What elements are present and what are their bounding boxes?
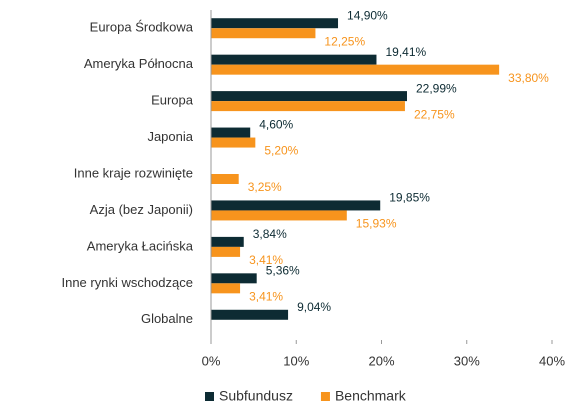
y-tick-label: Inne rynki wschodzące (61, 275, 193, 290)
value-label: 15,93% (356, 217, 397, 231)
value-label: 5,36% (266, 264, 300, 278)
bar (211, 283, 241, 294)
bar (211, 137, 256, 148)
x-tick-label: 20% (368, 353, 394, 368)
bar (211, 54, 377, 65)
bar (211, 174, 239, 184)
legend-label: Subfundusz (219, 388, 293, 404)
value-label: 19,41% (385, 45, 426, 59)
bar (211, 236, 244, 247)
value-label: 33,80% (508, 71, 549, 85)
value-label: 19,85% (389, 191, 430, 205)
bar (211, 64, 500, 75)
value-label: 4,60% (259, 118, 293, 132)
value-label: 9,04% (297, 300, 331, 314)
bar (211, 18, 339, 29)
value-label: 12,25% (324, 34, 365, 48)
y-tick-label: Europa Środkowa (90, 20, 194, 35)
value-label: 3,84% (253, 227, 287, 241)
y-tick-label: Azja (bez Japonii) (90, 202, 193, 217)
bar (211, 101, 405, 112)
y-tick-label: Inne kraje rozwinięte (74, 165, 193, 180)
x-tick-label: 0% (202, 353, 221, 368)
bar (211, 127, 251, 138)
legend-swatch (205, 392, 214, 401)
bar (211, 273, 257, 284)
bar (211, 246, 241, 257)
value-label: 3,41% (249, 253, 283, 267)
value-label: 5,20% (264, 144, 298, 158)
bar (211, 28, 316, 39)
bar (211, 210, 347, 221)
x-tick-label: 30% (454, 353, 480, 368)
y-tick-label: Ameryka Łacińska (87, 238, 194, 253)
bar (211, 200, 381, 211)
y-tick-label: Japonia (147, 129, 193, 144)
x-tick-label: 10% (283, 353, 309, 368)
y-tick-label: Globalne (141, 311, 193, 326)
value-label: 22,99% (416, 81, 457, 95)
value-label: 3,41% (249, 290, 283, 304)
bar (211, 91, 407, 102)
x-tick-label: 40% (539, 353, 565, 368)
y-tick-label: Ameryka Północna (84, 56, 194, 71)
value-label: 14,90% (347, 8, 388, 22)
y-tick-label: Europa (151, 93, 194, 108)
value-label: 22,75% (414, 107, 455, 121)
bar (211, 309, 289, 320)
value-label: 3,25% (248, 180, 282, 194)
legend-label: Benchmark (335, 388, 407, 404)
legend-swatch (320, 392, 330, 401)
